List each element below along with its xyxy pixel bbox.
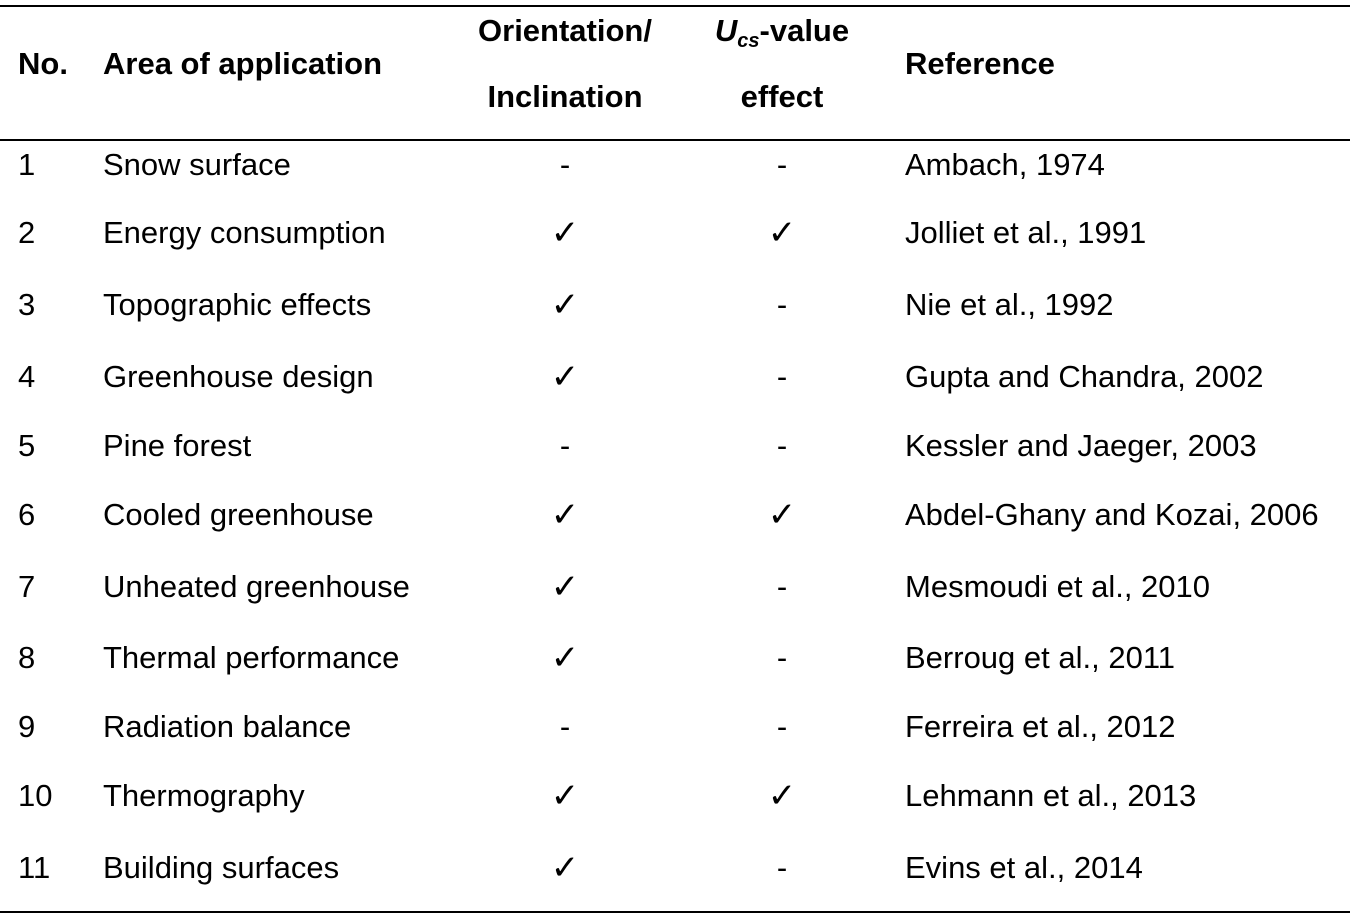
cell-reference: Ambach, 1974 — [905, 147, 1105, 182]
cell-orientation: - — [559, 709, 571, 744]
cell-ucs-effect: - — [776, 147, 788, 182]
cell-area: Snow surface — [103, 147, 291, 182]
cell-area: Energy consumption — [103, 215, 386, 250]
cell-orientation: ✓ — [550, 776, 580, 816]
cell-orientation: ✓ — [550, 285, 580, 325]
cell-no: 1 — [18, 147, 36, 182]
header-reference: Reference — [905, 46, 1055, 81]
header-ucs-line1: Ucs-value — [682, 13, 882, 59]
cell-no: 11 — [18, 850, 51, 885]
cell-orientation: ✓ — [550, 495, 580, 535]
cell-reference: Abdel-Ghany and Kozai, 2006 — [905, 497, 1319, 532]
cell-area: Cooled greenhouse — [103, 497, 374, 532]
cell-orientation: ✓ — [550, 567, 580, 607]
cell-reference: Evins et al., 2014 — [905, 850, 1143, 885]
header-no: No. — [18, 46, 68, 81]
cell-reference: Jolliet et al., 1991 — [905, 215, 1147, 250]
cell-ucs-effect: - — [776, 287, 788, 322]
cell-ucs-effect: - — [776, 359, 788, 394]
cell-no: 7 — [18, 569, 36, 604]
cell-reference: Mesmoudi et al., 2010 — [905, 569, 1211, 604]
header-orientation-line2: Inclination — [487, 79, 643, 114]
cell-no: 3 — [18, 287, 36, 322]
cell-orientation: ✓ — [550, 848, 580, 888]
table-top-rule — [0, 5, 1350, 7]
cell-orientation: ✓ — [550, 357, 580, 397]
cell-ucs-effect: - — [776, 709, 788, 744]
cell-no: 4 — [18, 359, 36, 394]
cell-reference: Ferreira et al., 2012 — [905, 709, 1176, 744]
cell-area: Thermography — [103, 778, 305, 813]
cell-ucs-effect: - — [776, 569, 788, 604]
cell-ucs-effect: ✓ — [767, 776, 797, 816]
cell-area: Greenhouse design — [103, 359, 374, 394]
cell-ucs-effect: ✓ — [767, 495, 797, 535]
cell-ucs-effect: - — [776, 640, 788, 675]
cell-no: 8 — [18, 640, 36, 675]
cell-no: 10 — [18, 778, 53, 813]
cell-ucs-effect: - — [776, 428, 788, 463]
cell-reference: Nie et al., 1992 — [905, 287, 1114, 322]
cell-orientation: ✓ — [550, 213, 580, 253]
cell-ucs-effect: ✓ — [767, 213, 797, 253]
cell-area: Building surfaces — [103, 850, 340, 885]
table-header-rule — [0, 139, 1350, 141]
cell-area: Thermal performance — [103, 640, 400, 675]
cell-orientation: - — [559, 147, 571, 182]
cell-orientation: ✓ — [550, 638, 580, 678]
cell-orientation: - — [559, 428, 571, 463]
table-bottom-rule — [0, 911, 1350, 913]
cell-reference: Lehmann et al., 2013 — [905, 778, 1197, 813]
cell-no: 9 — [18, 709, 36, 744]
cell-area: Radiation balance — [103, 709, 352, 744]
cell-no: 5 — [18, 428, 36, 463]
ucs-symbol: U — [714, 13, 738, 48]
header-area: Area of application — [103, 46, 383, 81]
cell-ucs-effect: - — [776, 850, 788, 885]
cell-area: Unheated greenhouse — [103, 569, 410, 604]
header-ucs-line2: effect — [740, 79, 824, 114]
cell-area: Pine forest — [103, 428, 252, 463]
ucs-subscript: cs — [737, 30, 760, 52]
cell-reference: Kessler and Jaeger, 2003 — [905, 428, 1257, 463]
cell-reference: Berroug et al., 2011 — [905, 640, 1175, 675]
cell-area: Topographic effects — [103, 287, 372, 322]
header-orientation-line1: Orientation/ — [478, 13, 652, 48]
cell-no: 2 — [18, 215, 36, 250]
cell-no: 6 — [18, 497, 36, 532]
cell-reference: Gupta and Chandra, 2002 — [905, 359, 1264, 394]
ucs-rest: -value — [759, 13, 850, 48]
